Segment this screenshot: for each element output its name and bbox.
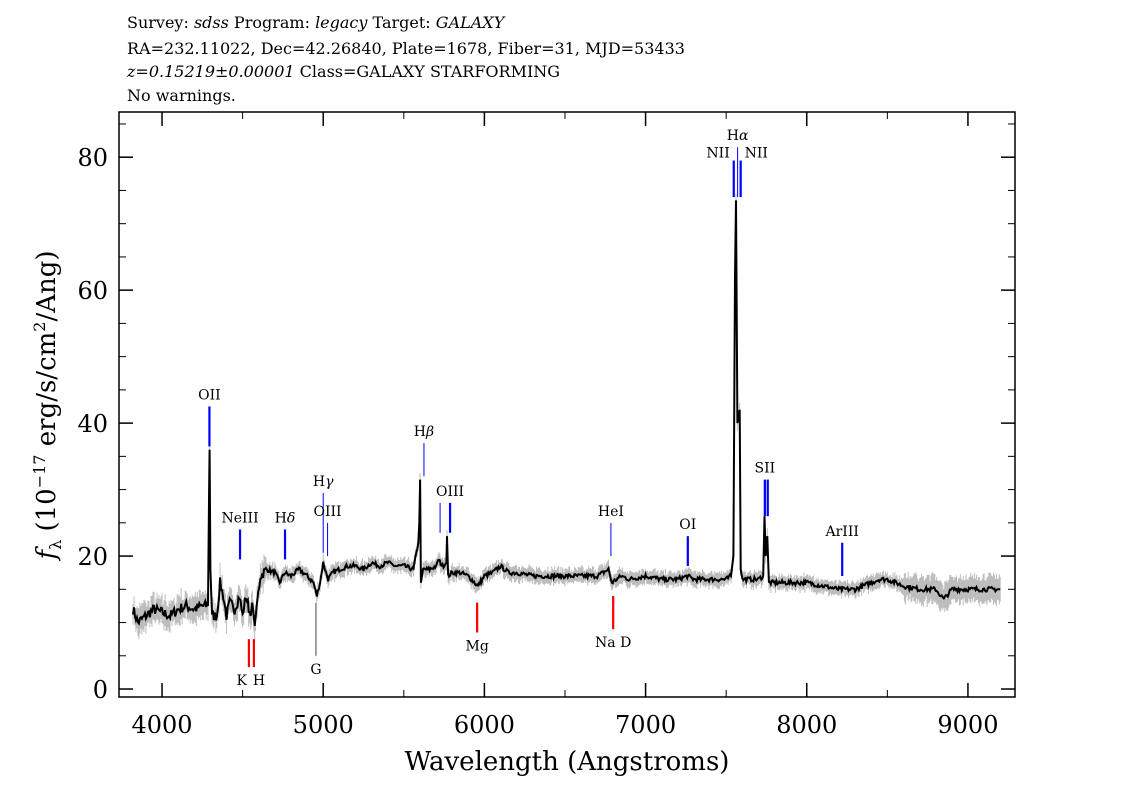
- header-line-2: RA=232.11022, Dec=42.26840, Plate=1678, …: [127, 39, 685, 58]
- x-axis-label: Wavelength (Angstroms): [405, 747, 730, 777]
- y-axis-label: fλ (10−17 erg/s/cm2/Ang): [30, 250, 65, 561]
- line-label: K: [236, 673, 247, 689]
- line-label: OI: [679, 517, 696, 533]
- x-tick-label: 4000: [131, 711, 192, 739]
- y-tick-label: 0: [93, 676, 108, 704]
- program-value: legacy: [315, 13, 368, 32]
- line-label: G: [310, 662, 321, 678]
- y-tick-label: 60: [77, 277, 108, 305]
- header-line-1: Survey: sdss Program: legacy Target: GAL…: [127, 12, 504, 34]
- line-label: Na D: [595, 635, 631, 651]
- axes: 4000 5000 6000 7000 8000 9000 0 20 40 60 80: [77, 112, 1015, 739]
- y-tick-label: 40: [77, 410, 108, 438]
- x-tick-label: 7000: [615, 711, 676, 739]
- line-label: NII: [745, 146, 768, 162]
- flux-line: [132, 200, 1001, 627]
- x-tick-label: 8000: [776, 711, 837, 739]
- line-label: OII: [198, 387, 221, 403]
- line-label: NII: [706, 146, 729, 162]
- plot-frame: [118, 111, 1016, 698]
- line-label: HeI: [598, 504, 624, 520]
- line-label: SII: [755, 461, 776, 477]
- line-label: Hβ: [414, 424, 434, 440]
- x-tick-label: 9000: [937, 711, 998, 739]
- x-tick-label: 5000: [293, 711, 354, 739]
- line-label: ArIII: [825, 524, 859, 540]
- line-markers: OII NeIII Hδ Hγ OIII Hβ OIII HeI OI NII Hα NII SII Ar…: [198, 128, 859, 689]
- survey-label: Survey:: [127, 13, 189, 32]
- x-tick-label: 6000: [454, 711, 515, 739]
- program-label: Program:: [233, 13, 310, 32]
- flux-series: [132, 200, 1001, 627]
- target-value: GALAXY: [435, 13, 505, 32]
- line-label: H: [253, 673, 265, 689]
- redshift: z=0.15219±0.00001: [127, 62, 295, 81]
- header-line-3: z=0.15219±0.00001 Class=GALAXY STARFORMI…: [127, 61, 560, 83]
- line-label: NeIII: [221, 510, 258, 526]
- line-label: Mg: [465, 639, 488, 655]
- y-tick-label: 80: [77, 144, 108, 172]
- target-label: Target:: [372, 13, 431, 32]
- line-label: OIII: [436, 484, 464, 500]
- line-label: Hγ: [313, 474, 334, 490]
- line-label: Hδ: [275, 510, 296, 526]
- y-tick-label: 20: [77, 543, 108, 571]
- classification: Class=GALAXY STARFORMING: [299, 62, 561, 81]
- line-label: Hα: [727, 128, 749, 144]
- header-line-4: No warnings.: [127, 86, 236, 105]
- survey-value: sdss: [193, 13, 229, 32]
- line-label: OIII: [314, 504, 342, 520]
